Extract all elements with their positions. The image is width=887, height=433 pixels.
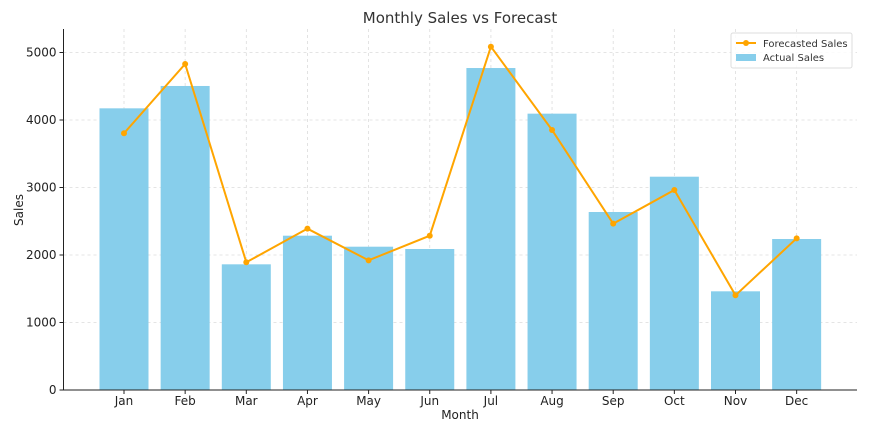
forecast-legend-marker-icon	[743, 40, 749, 46]
x-tick-label: May	[356, 394, 381, 408]
forecast-point-jul	[487, 43, 494, 50]
legend-forecast-label: Forecasted Sales	[763, 39, 848, 50]
bar-apr	[282, 235, 332, 390]
chart-title: Monthly Sales vs Forecast	[363, 9, 558, 27]
bar-oct	[649, 176, 699, 390]
y-tick-label: 5000	[26, 46, 57, 60]
forecast-line	[121, 43, 800, 299]
bar-nov	[711, 291, 760, 390]
actual-sales-bars	[99, 68, 822, 391]
forecast-point-apr	[304, 225, 311, 232]
forecast-point-jan	[121, 130, 127, 137]
bar-mar	[221, 264, 271, 390]
forecast-point-may	[365, 257, 372, 264]
bar-jul	[466, 68, 516, 391]
y-tick-label: 2000	[26, 248, 57, 262]
bar-sep	[588, 212, 638, 390]
legend-box	[730, 32, 853, 69]
forecast-point-dec	[793, 235, 800, 242]
forecast-point-mar	[243, 259, 250, 266]
bar-dec	[772, 239, 822, 390]
x-tick-label: Jul	[483, 394, 498, 408]
forecast-point-nov	[732, 292, 739, 299]
bar-aug	[527, 113, 577, 390]
forecast-polyline	[123, 44, 798, 297]
y-axis-label: Sales	[12, 194, 26, 226]
bar-may	[344, 246, 394, 390]
actual-legend-swatch-icon	[736, 54, 756, 61]
x-tick-label: Sep	[602, 394, 625, 408]
forecast-point-aug	[549, 126, 556, 133]
x-tick-label: Apr	[297, 394, 318, 408]
legend-actual-label: Actual Sales	[763, 53, 824, 64]
x-tick-label: Jun	[419, 394, 439, 408]
x-tick-label: Jan	[114, 394, 134, 408]
x-axis-label: Month	[441, 408, 479, 422]
bar-jun	[405, 248, 455, 390]
legend: Forecasted Sales Actual Sales	[730, 32, 853, 69]
x-tick-label: Dec	[785, 394, 808, 408]
forecast-point-sep	[610, 220, 617, 227]
y-tick-label: 3000	[26, 181, 57, 195]
bar-feb	[160, 85, 210, 390]
x-tick-label: Feb	[175, 394, 196, 408]
forecast-point-feb	[182, 60, 189, 67]
forecast-point-oct	[671, 186, 678, 193]
x-tick-label: Oct	[664, 394, 685, 408]
x-tick-label: Aug	[540, 394, 563, 408]
y-tick-label: 4000	[26, 113, 57, 127]
y-tick-label: 0	[49, 383, 57, 397]
y-tick-label: 1000	[26, 316, 57, 330]
forecast-point-jun	[426, 232, 433, 239]
x-tick-label: Mar	[235, 394, 258, 408]
x-tick-label: Nov	[724, 394, 747, 408]
bar-jan	[99, 108, 149, 390]
axes: 0 1000 2000 3000 4000 5000 Jan Feb Mar Apr May Jun J…	[26, 29, 857, 408]
